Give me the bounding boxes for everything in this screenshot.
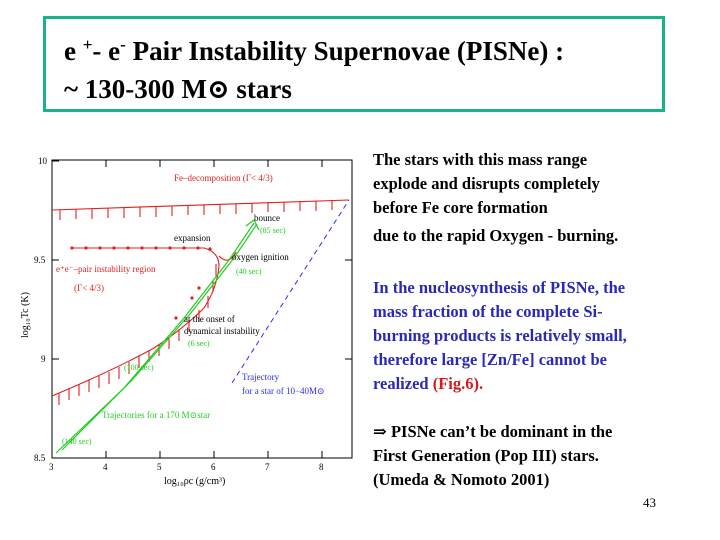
- x-tick-label: 3: [49, 462, 54, 472]
- red-dot-markers: [70, 246, 212, 320]
- annotation-expansion: expansion: [174, 233, 211, 243]
- annotation-oxygen-ignition: oxygen ignition: [232, 252, 289, 262]
- plot-frame: [51, 159, 353, 459]
- annotation-pair-region: e⁺e⁻–pair instability region: [56, 264, 156, 274]
- y-tick-label: 9: [41, 354, 46, 364]
- x-tick-label: 7: [265, 462, 270, 472]
- annotation-pair-gamma: (Γ< 4/3): [74, 283, 104, 293]
- paragraph-2: In the nucleosynthesis of PISNe, the mass…: [373, 278, 627, 393]
- annotation-bounce-time: (85 sec): [260, 226, 286, 235]
- axis-ticks: [51, 160, 352, 459]
- trajectory-figure: 3 4 5 6 7 8 8.5 9 9.5 10 log₁₀ρc (g/cm³)…: [14, 148, 356, 493]
- annotation-onset-time: (6 sec): [188, 339, 210, 348]
- trajectory-170: [55, 219, 260, 454]
- fe-decomposition-boundary: [51, 199, 350, 220]
- x-tick-label: 6: [211, 462, 216, 472]
- y-tick-label: 9.5: [34, 255, 46, 265]
- slide-title-line2: ~ 130-300 M⊙ stars: [64, 74, 292, 104]
- annotation-bounce: bounce: [254, 213, 280, 223]
- annotation-170-trajectories: Trajectories for a 170 M⊙star: [102, 410, 210, 420]
- title-box: e +- e- Pair Instability Supernovae (PIS…: [43, 16, 665, 112]
- y-axis-label: log₁₀Tc (K): [20, 292, 31, 338]
- annotation-trajectory-line2: for a star of 10−40M⊙: [242, 386, 325, 396]
- x-tick-label: 4: [103, 462, 108, 472]
- paragraph-3: ⇒ PISNe can’t be dominant in the First Ge…: [373, 422, 613, 489]
- annotation-trajectory-line1: Trajectory: [242, 372, 280, 382]
- annotation-oxygen-time: (40 sec): [236, 267, 262, 276]
- annotation-onset-line1: at the onset of: [184, 314, 235, 324]
- page-number: 43: [643, 495, 656, 510]
- annotation-140-sec: (140 sec): [62, 437, 92, 446]
- x-tick-label: 8: [319, 462, 324, 472]
- trajectory-10-40: [231, 199, 350, 384]
- pair-instability-boundary: [51, 247, 220, 405]
- annotation-fe-decomposition: Fe–decomposition (Γ< 4/3): [174, 173, 273, 183]
- slide-title-line1: e +- e- Pair Instability Supernovae (PIS…: [64, 35, 565, 66]
- y-tick-label: 8.5: [34, 453, 46, 463]
- annotation-100-sec: (100 sec): [124, 363, 154, 372]
- y-tick-label: 10: [38, 156, 48, 166]
- x-axis-label: log₁₀ρc (g/cm³): [164, 476, 225, 487]
- annotation-onset-line2: dynamical instability: [184, 326, 260, 336]
- x-tick-label: 5: [157, 462, 162, 472]
- paragraph-1: The stars with this mass range explode an…: [373, 150, 619, 245]
- figure-reference: (Fig.6).: [432, 374, 484, 393]
